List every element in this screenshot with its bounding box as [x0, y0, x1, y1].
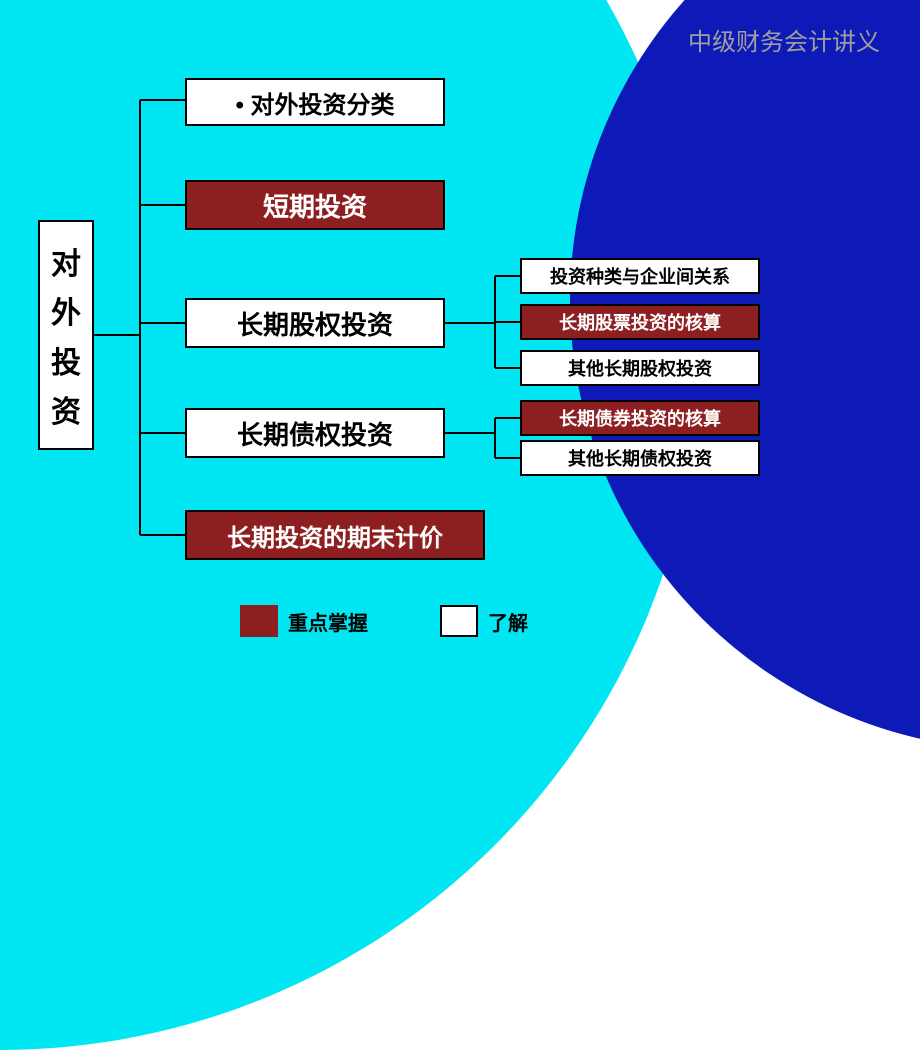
root-category-label: 对外投资: [38, 220, 94, 450]
main-box-0: • 对外投资分类: [185, 78, 445, 126]
main-box-4: 长期投资的期末计价: [185, 510, 485, 560]
sub-box-3: 长期债券投资的核算: [520, 400, 760, 436]
legend-key-label: 重点掌握: [288, 607, 368, 636]
main-box-3: 长期债权投资: [185, 408, 445, 458]
legend-key: 重点掌握: [240, 605, 368, 637]
legend-know-label: 了解: [488, 607, 528, 636]
sub-box-2: 其他长期股权投资: [520, 350, 760, 386]
sub-box-0: 投资种类与企业间关系: [520, 258, 760, 294]
sub-box-1: 长期股票投资的核算: [520, 304, 760, 340]
legend-know: 了解: [440, 605, 528, 637]
legend-swatch-key: [240, 605, 278, 637]
slide-header: 中级财务会计讲义: [688, 22, 880, 57]
main-box-2: 长期股权投资: [185, 298, 445, 348]
main-box-1: 短期投资: [185, 180, 445, 230]
legend-swatch-know: [440, 605, 478, 637]
sub-box-4: 其他长期债权投资: [520, 440, 760, 476]
